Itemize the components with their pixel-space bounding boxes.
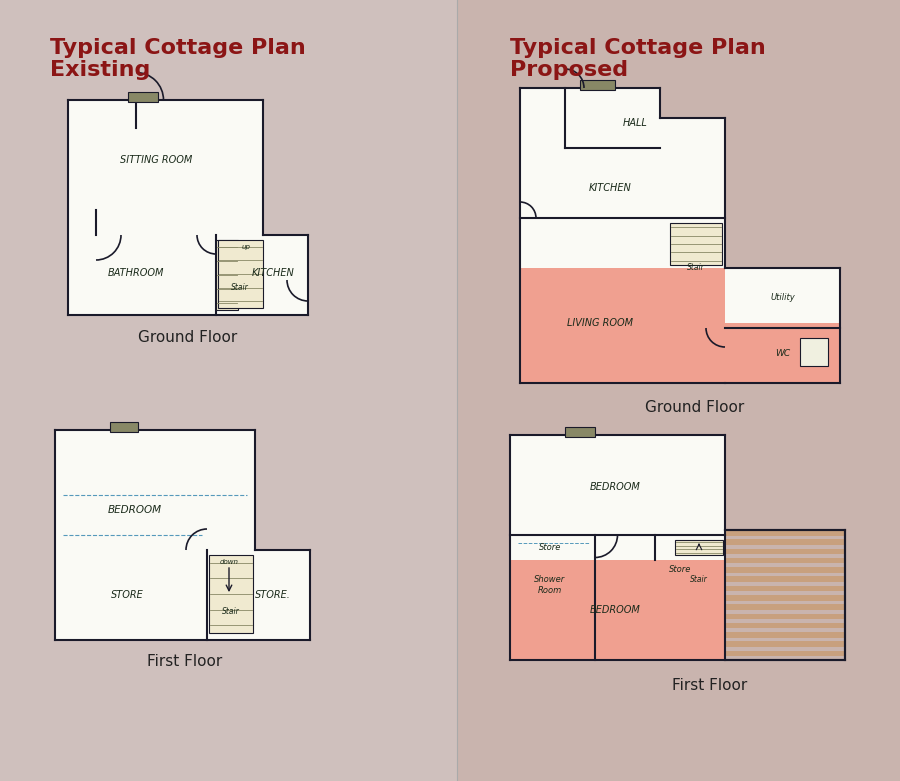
Bar bbox=[520, 88, 660, 118]
Text: BATHROOM: BATHROOM bbox=[108, 268, 164, 278]
Bar bbox=[565, 427, 595, 437]
Text: down: down bbox=[220, 559, 238, 565]
Text: WC: WC bbox=[776, 348, 790, 358]
Bar bbox=[457, 0, 900, 781]
Bar bbox=[725, 576, 845, 582]
Text: Ground Floor: Ground Floor bbox=[139, 330, 238, 344]
Bar bbox=[218, 240, 263, 308]
Bar bbox=[725, 614, 845, 619]
Bar bbox=[510, 560, 725, 660]
Bar bbox=[128, 92, 158, 102]
Text: First Floor: First Floor bbox=[148, 654, 222, 669]
Text: BEDROOM: BEDROOM bbox=[108, 505, 162, 515]
Text: STORE: STORE bbox=[111, 590, 143, 600]
Bar bbox=[725, 548, 845, 555]
Text: Utility: Utility bbox=[770, 294, 796, 302]
Bar bbox=[725, 540, 845, 545]
Bar bbox=[520, 268, 725, 383]
Bar bbox=[209, 555, 253, 633]
Text: HALL: HALL bbox=[623, 118, 647, 128]
Bar bbox=[725, 530, 845, 536]
Bar bbox=[675, 540, 723, 555]
Bar bbox=[510, 435, 725, 560]
Bar bbox=[725, 586, 845, 591]
Bar bbox=[68, 235, 308, 315]
Text: BEDROOM: BEDROOM bbox=[590, 605, 641, 615]
Text: Store: Store bbox=[669, 565, 691, 575]
Bar bbox=[725, 558, 845, 563]
Bar bbox=[725, 632, 845, 638]
Text: Stair: Stair bbox=[231, 283, 249, 291]
Text: STORE.: STORE. bbox=[255, 590, 291, 600]
Text: BEDROOM: BEDROOM bbox=[590, 482, 641, 492]
Bar bbox=[725, 268, 840, 323]
Text: Shower
Room: Shower Room bbox=[535, 576, 565, 594]
Text: Existing: Existing bbox=[50, 60, 150, 80]
Bar bbox=[725, 530, 845, 660]
Text: up: up bbox=[241, 244, 250, 250]
Bar bbox=[725, 268, 840, 383]
Text: KITCHEN: KITCHEN bbox=[589, 183, 632, 193]
Text: Typical Cottage Plan: Typical Cottage Plan bbox=[510, 38, 766, 58]
Bar bbox=[216, 240, 238, 310]
Bar bbox=[725, 641, 845, 647]
Text: First Floor: First Floor bbox=[672, 677, 748, 693]
Bar bbox=[580, 80, 615, 90]
Bar bbox=[68, 100, 263, 235]
Text: LIVING ROOM: LIVING ROOM bbox=[567, 318, 633, 328]
Text: Proposed: Proposed bbox=[510, 60, 628, 80]
Text: Ground Floor: Ground Floor bbox=[645, 401, 744, 415]
Bar bbox=[725, 651, 845, 656]
Text: KITCHEN: KITCHEN bbox=[252, 268, 294, 278]
Text: Stair: Stair bbox=[687, 263, 705, 273]
Bar bbox=[55, 430, 255, 550]
Bar bbox=[725, 567, 845, 572]
Text: SITTING ROOM: SITTING ROOM bbox=[120, 155, 192, 165]
Bar bbox=[725, 604, 845, 610]
Text: Stair: Stair bbox=[690, 576, 708, 584]
Bar bbox=[110, 422, 138, 432]
Bar bbox=[670, 223, 722, 265]
Bar bbox=[55, 550, 310, 640]
Bar bbox=[800, 338, 828, 366]
Bar bbox=[520, 118, 725, 268]
Bar bbox=[725, 623, 845, 629]
Text: Store: Store bbox=[539, 543, 562, 551]
Text: Typical Cottage Plan: Typical Cottage Plan bbox=[50, 38, 306, 58]
Text: Stair: Stair bbox=[222, 608, 240, 616]
Bar bbox=[725, 595, 845, 601]
